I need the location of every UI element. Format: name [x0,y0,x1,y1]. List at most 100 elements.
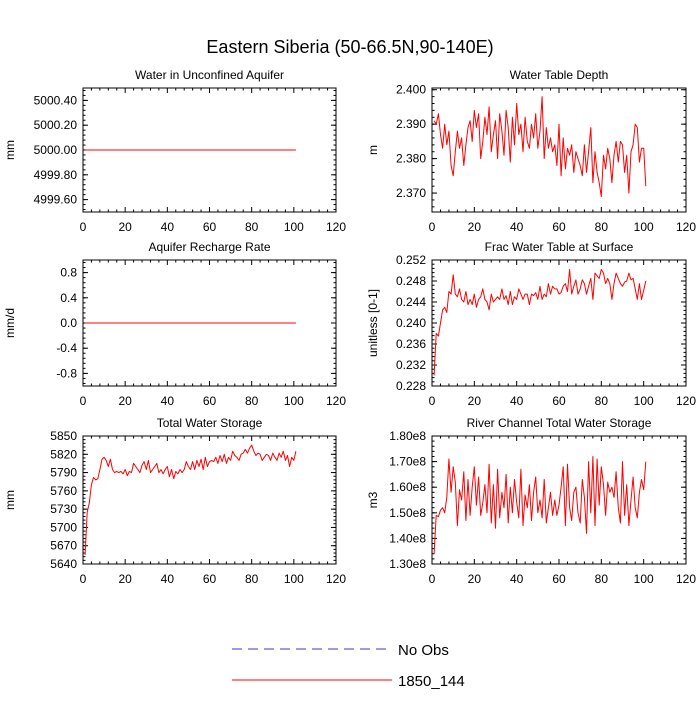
x-tick-label: 0 [80,572,87,586]
x-tick-label: 0 [80,394,87,408]
panel-water-in-unconfined-aquifer: Water in Unconfined Aquifer mm 0 20 40 60 80 10… [3,68,346,234]
x-tick-label: 100 [284,572,304,586]
y-axis-label: mm/d [3,308,17,338]
x-tick-label: 40 [510,220,524,234]
x-tick-label: 100 [634,220,654,234]
x-tick-label: 20 [468,220,482,234]
y-tick-label: 5820 [50,447,77,461]
x-tick-label: 40 [510,394,524,408]
x-tick-label: 120 [676,394,696,408]
x-tick-label: 100 [284,394,304,408]
panels-group: Water in Unconfined Aquifer mm 0 20 40 60 80 10… [3,68,696,586]
x-tick-label: 20 [468,394,482,408]
x-tick-label: 0 [429,394,436,408]
x-tick-label: 40 [161,572,175,586]
y-tick-label: 0.240 [396,316,426,330]
x-tick-label: 60 [203,394,217,408]
x-tick-label: 80 [245,572,259,586]
y-tick-label: 0.232 [396,358,426,372]
x-tick-label: 80 [595,220,609,234]
panel-aquifer-recharge-rate: Aquifer Recharge Rate mm/d 0 20 40 60 80 100 120… [3,240,346,408]
y-tick-label: 0.4 [60,291,77,305]
panel-river-channel-total-water-storage: River Channel Total Water Storage m3 0 20 40… [366,416,696,586]
y-tick-label: 0.228 [396,379,426,393]
y-tick-label: 5760 [50,484,77,498]
y-tick-label: 1.30e8 [389,557,426,571]
x-tick-label: 20 [468,572,482,586]
y-tick-label: 1.40e8 [389,531,426,545]
y-tick-label: 2.400 [396,83,426,97]
plot-frame [82,87,337,213]
panel-title: Frac Water Table at Surface [485,240,634,254]
y-tick-label: 1.80e8 [389,429,426,443]
x-tick-label: 40 [510,572,524,586]
y-tick-label: -0.4 [56,341,77,355]
legend-label-1850-144: 1850_144 [398,673,465,690]
x-tick-label: 80 [245,394,259,408]
x-tick-label: 40 [161,220,175,234]
y-axis-label: m3 [366,491,380,508]
legend-label-no-obs: No Obs [398,642,449,659]
x-tick-label: 120 [326,394,346,408]
legend: No Obs 1850_144 [232,642,465,690]
x-tick-label: 100 [284,220,304,234]
y-tick-label: 2.370 [396,186,426,200]
y-tick-label: 5000.40 [34,93,78,107]
x-tick-label: 60 [552,394,566,408]
x-tick-label: 120 [676,572,696,586]
y-tick-label: 0.252 [396,253,426,267]
plot-frame [82,435,337,565]
y-tick-label: 5000.20 [34,118,78,132]
y-tick-label: 0.236 [396,337,426,351]
y-tick-label: 5670 [50,539,77,553]
x-tick-label: 0 [429,220,436,234]
x-tick-label: 20 [118,220,132,234]
x-tick-label: 60 [552,220,566,234]
y-tick-label: 5850 [50,429,77,443]
y-tick-label: 5730 [50,502,77,516]
x-tick-label: 0 [429,572,436,586]
panel-title: Water Table Depth [510,68,609,82]
y-tick-label: 2.380 [396,152,426,166]
panel-title: Water in Unconfined Aquifer [135,68,284,82]
x-tick-label: 80 [595,572,609,586]
x-tick-label: 60 [552,572,566,586]
x-tick-label: 20 [118,572,132,586]
y-axis-label: unitless [0-1] [366,289,380,357]
y-tick-label: -0.8 [56,366,77,380]
y-axis-label: mm [3,490,17,510]
x-tick-label: 120 [676,220,696,234]
y-tick-label: 1.70e8 [389,455,426,469]
plot-frame [431,87,687,213]
panel-title: Aquifer Recharge Rate [148,240,270,254]
series-line-1850-144 [433,96,647,197]
panel-total-water-storage: Total Water Storage mm 0 20 40 60 80 100 120 5640… [3,416,346,586]
panel-frac-water-table-at-surface: Frac Water Table at Surface unitless [0-1… [366,240,696,408]
y-tick-label: 1.50e8 [389,506,426,520]
series-line-1850-144 [433,456,647,554]
panel-title: River Channel Total Water Storage [467,416,652,430]
x-tick-label: 100 [634,572,654,586]
y-tick-label: 0.0 [60,316,77,330]
plot-frame [431,435,687,565]
y-tick-label: 5000.00 [34,143,78,157]
x-tick-label: 60 [203,572,217,586]
x-tick-label: 20 [118,394,132,408]
y-tick-label: 0.244 [396,295,426,309]
series-line-1850-144 [84,444,297,555]
x-tick-label: 80 [595,394,609,408]
x-tick-label: 0 [80,220,87,234]
panel-water-table-depth: Water Table Depth m 0 20 40 60 80 100 120 2.370 2.… [366,68,696,234]
x-tick-label: 80 [245,220,259,234]
series-line-1850-144 [433,269,647,376]
x-tick-label: 120 [326,572,346,586]
y-axis-label: m [366,145,380,155]
panel-title: Total Water Storage [157,416,263,430]
y-tick-label: 5790 [50,466,77,480]
x-tick-label: 120 [326,220,346,234]
y-tick-label: 5640 [50,557,77,571]
y-tick-label: 0.8 [60,266,77,280]
y-tick-label: 2.390 [396,117,426,131]
